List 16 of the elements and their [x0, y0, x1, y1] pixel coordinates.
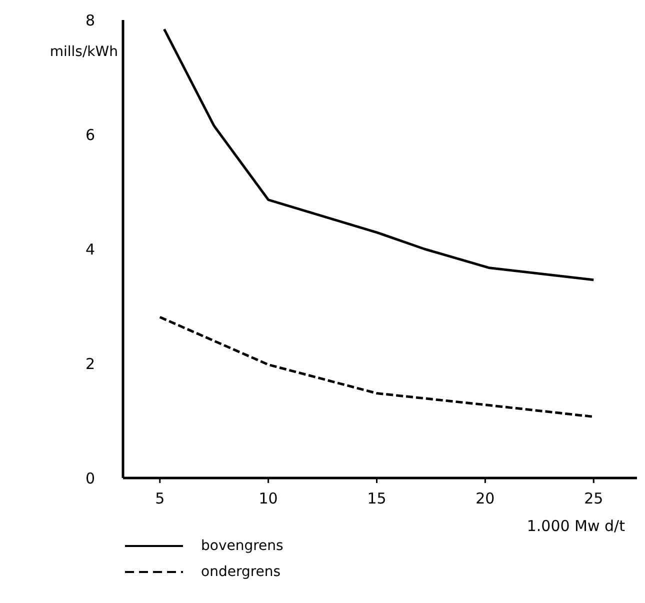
x-tick-label: 10 [258, 490, 278, 508]
y-axis-title: mills/kWh [48, 44, 118, 60]
y-tick-label: 2 [85, 354, 95, 373]
legend-label: bovengrens [201, 538, 284, 554]
x-tick-label: 20 [476, 490, 495, 508]
y-tick-label: 8 [85, 11, 95, 30]
y-tick-label: 4 [85, 240, 95, 258]
x-tick-label: 25 [584, 490, 604, 508]
line-series [158, 316, 595, 418]
y-tick-label: 6 [85, 126, 95, 144]
x-tick-label: 5 [155, 490, 165, 508]
y-tick-label: 0 [85, 469, 95, 488]
x-tick-label: 15 [367, 490, 386, 508]
x-axis-title: 1.000 Mw d/t [526, 517, 626, 535]
legend-label: ondergrens [201, 564, 281, 580]
line-series [162, 28, 595, 282]
